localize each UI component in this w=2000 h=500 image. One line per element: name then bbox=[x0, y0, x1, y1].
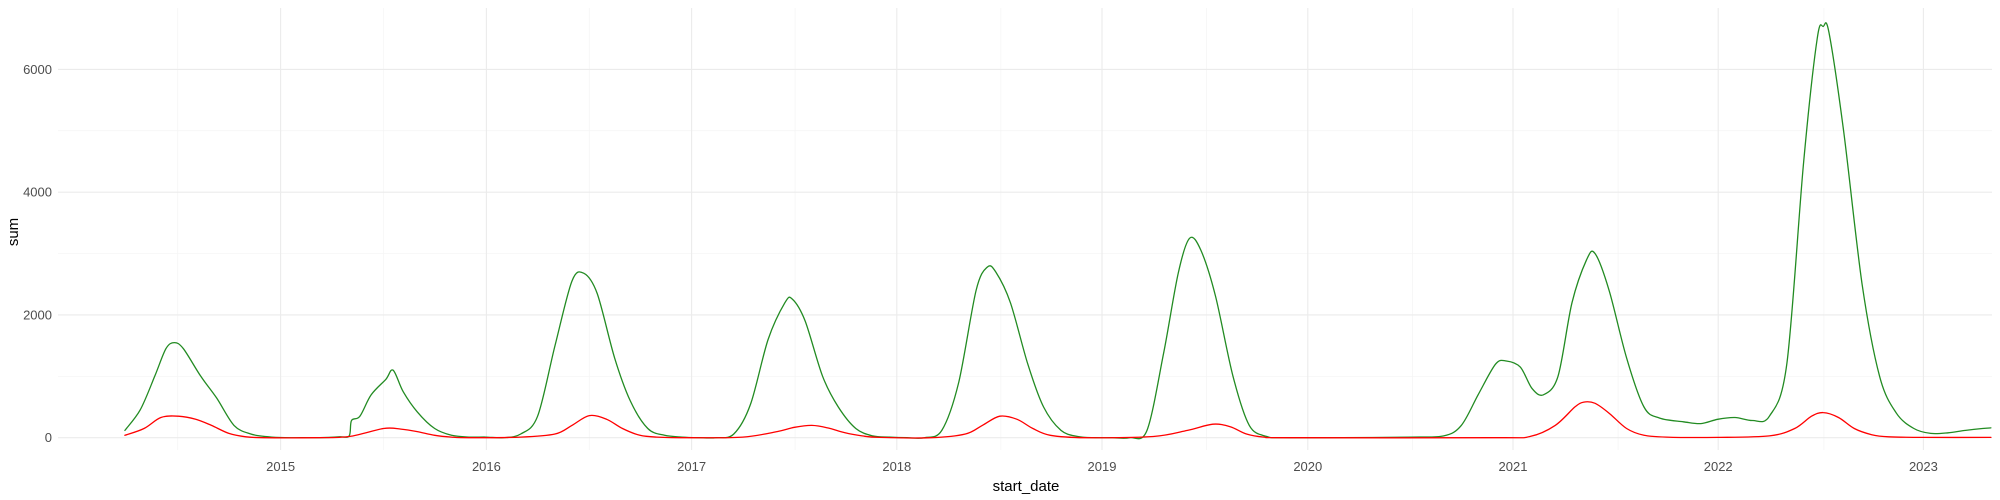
x-tick-label: 2015 bbox=[266, 459, 295, 474]
series-line-1 bbox=[124, 22, 1992, 440]
y-tick-label: 2000 bbox=[23, 307, 52, 322]
y-tick-label: 6000 bbox=[23, 62, 52, 77]
x-tick-label: 2018 bbox=[882, 459, 911, 474]
y-tick-label: 4000 bbox=[23, 185, 52, 200]
minor-gridlines-x bbox=[177, 8, 1825, 450]
minor-gridlines-y bbox=[58, 130, 1992, 377]
y-axis-ticks: 0 2000 4000 6000 bbox=[23, 62, 52, 445]
series-layer bbox=[124, 22, 1992, 440]
x-tick-label: 2016 bbox=[472, 459, 501, 474]
x-axis-title: start_date bbox=[993, 478, 1060, 495]
x-tick-label: 2021 bbox=[1499, 459, 1528, 474]
x-tick-label: 2022 bbox=[1704, 459, 1733, 474]
x-axis-ticks: 2015 2016 2017 2018 2019 2020 2021 2022 2023 bbox=[266, 459, 1938, 474]
y-tick-label: 0 bbox=[45, 430, 52, 445]
series-line-2 bbox=[124, 401, 1992, 439]
y-axis-title: sum bbox=[5, 218, 22, 246]
x-tick-label: 2017 bbox=[677, 459, 706, 474]
x-tick-label: 2023 bbox=[1909, 459, 1938, 474]
x-tick-label: 2020 bbox=[1293, 459, 1322, 474]
x-tick-label: 2019 bbox=[1088, 459, 1117, 474]
major-gridlines-x bbox=[280, 8, 1924, 450]
